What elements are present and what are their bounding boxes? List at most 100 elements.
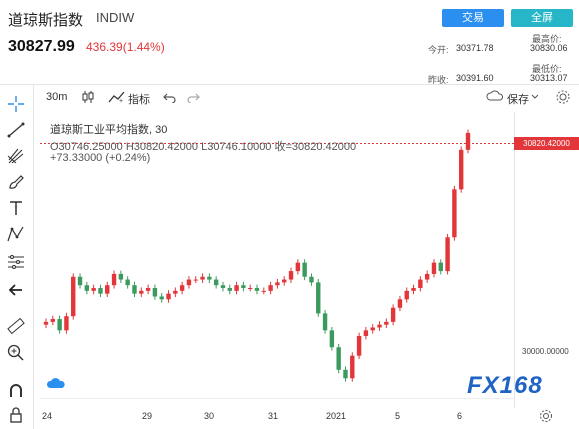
legend-ohlc: O30746.25000 H30820.42000 L30746.10000 收…: [50, 141, 357, 153]
candle-body: [213, 279, 219, 286]
candle-body: [43, 321, 49, 325]
candle-body: [295, 262, 301, 272]
candle-body: [234, 285, 239, 291]
indicator-button[interactable]: 指标: [128, 94, 150, 106]
candle-body: [57, 319, 62, 331]
candle-body: [261, 290, 267, 292]
candle-body: [139, 290, 144, 294]
candle-body: [316, 282, 321, 314]
candle-body: [77, 276, 83, 286]
prev-close-label: 昨收:: [428, 75, 449, 85]
candle-body: [397, 299, 403, 308]
candle-body: [445, 237, 450, 272]
candle-body: [64, 316, 69, 331]
drawing-toolbar: [33, 84, 34, 429]
back-arrow-icon[interactable]: [6, 280, 26, 300]
open-value: 30371.78: [456, 43, 494, 53]
candle-body: [98, 288, 103, 294]
low-value: 30313.07: [530, 73, 568, 83]
low-label: 最低价:: [532, 64, 562, 74]
candle-body: [465, 132, 471, 150]
save-button[interactable]: 保存: [507, 94, 529, 106]
candle-body: [111, 273, 117, 286]
candle-body: [159, 296, 164, 300]
candle-body: [132, 285, 137, 294]
candle-body: [207, 276, 212, 280]
candle-body: [125, 279, 130, 286]
index-code: INDIW: [96, 10, 135, 25]
candle-body: [418, 279, 423, 289]
last-price: 30827.99: [8, 38, 75, 55]
candle-body: [220, 285, 226, 289]
index-title: 道琼斯指数: [8, 12, 84, 29]
candlestick-chart[interactable]: [40, 112, 579, 408]
candle-body: [186, 279, 192, 286]
undo-icon[interactable]: [163, 91, 177, 103]
candle-body: [363, 330, 369, 336]
candle-body: [404, 290, 409, 300]
candle-body: [173, 290, 178, 294]
prev-close-value: 30391.60: [456, 73, 494, 83]
candle-body: [91, 288, 96, 291]
candle-body: [241, 285, 246, 289]
candle-body: [179, 285, 185, 291]
pattern-icon[interactable]: [6, 224, 26, 244]
redo-icon[interactable]: [186, 91, 200, 103]
candle-body: [254, 288, 260, 291]
candle-body: [118, 273, 124, 280]
candle-body: [411, 288, 416, 291]
candle-body: [377, 324, 382, 328]
ruler-icon[interactable]: [6, 316, 26, 336]
candle-body: [458, 149, 464, 190]
cloud-save-icon[interactable]: [486, 89, 504, 103]
trendline-icon[interactable]: [6, 120, 26, 140]
candle-body: [424, 273, 430, 280]
fx168-logo: FX168: [467, 372, 543, 399]
candle-body: [105, 285, 110, 294]
indicator-icon[interactable]: +: [108, 90, 126, 104]
candle-body: [50, 319, 56, 322]
candle-body: [227, 288, 232, 291]
candle-body: [336, 347, 341, 370]
lock-icon[interactable]: [6, 405, 26, 425]
candle-type-icon[interactable]: [80, 90, 96, 104]
candle-body: [384, 321, 389, 325]
candle-body: [390, 307, 396, 322]
candle-body: [350, 355, 355, 379]
candle-body: [302, 262, 307, 277]
chart-settings-icon[interactable]: [539, 409, 553, 423]
candle-body: [329, 330, 335, 348]
y-axis-label: 30000.00000: [522, 347, 569, 356]
candle-body: [145, 288, 151, 291]
candle-body: [247, 288, 253, 290]
chevron-down-icon[interactable]: [531, 94, 539, 100]
text-tool-icon[interactable]: [6, 198, 26, 218]
x-tick-label: 6: [457, 411, 463, 421]
settings-icon[interactable]: [555, 89, 571, 105]
candle-body: [343, 369, 348, 379]
legend-change: +73.33000 (+0.24%): [50, 152, 151, 164]
magnet-icon[interactable]: [6, 381, 26, 401]
candle-body: [356, 335, 362, 356]
candle-body: [71, 276, 76, 317]
x-tick-label: 29: [142, 411, 153, 421]
zoom-in-icon[interactable]: [6, 343, 26, 363]
x-tick-label: 5: [395, 411, 401, 421]
svg-text:+: +: [119, 98, 123, 104]
interval-selector[interactable]: 30m: [46, 91, 68, 103]
measure-lines-icon[interactable]: [6, 252, 26, 272]
pitchfork-icon[interactable]: [6, 146, 26, 166]
fullscreen-button[interactable]: 全屏: [511, 9, 573, 27]
brush-icon[interactable]: [6, 172, 26, 192]
candle-body: [288, 271, 294, 280]
candle-body: [166, 293, 171, 300]
candle-body: [452, 189, 457, 238]
candle-body: [193, 279, 198, 281]
trade-button[interactable]: 交易: [442, 9, 504, 27]
open-label: 今开:: [428, 45, 449, 55]
crosshair-icon[interactable]: [6, 94, 26, 114]
high-label: 最高价:: [532, 34, 562, 44]
last-price-tag: 30820.42000: [514, 137, 579, 150]
high-value: 30830.06: [530, 43, 568, 53]
